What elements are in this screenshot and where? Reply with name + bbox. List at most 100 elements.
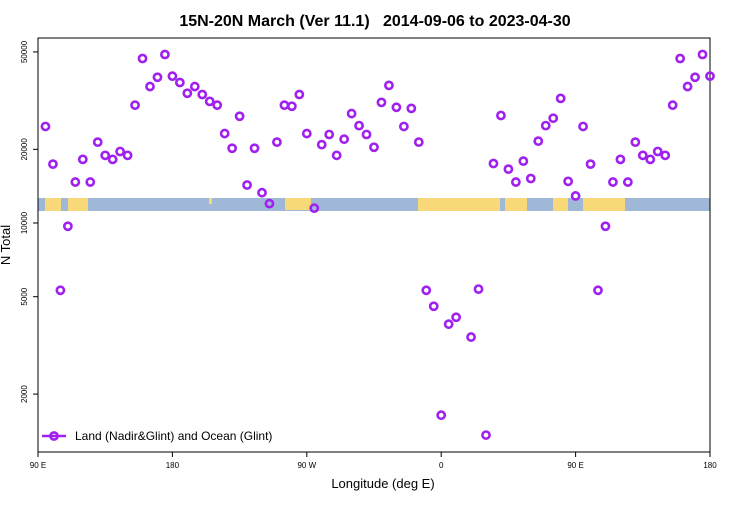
point bbox=[398, 121, 409, 132]
point bbox=[264, 198, 275, 209]
point bbox=[667, 100, 678, 111]
point bbox=[242, 180, 252, 190]
point bbox=[77, 154, 88, 165]
point bbox=[555, 93, 566, 104]
x-tick-label: 90 E bbox=[567, 461, 583, 470]
point bbox=[652, 146, 663, 157]
x-tick-label: 90 E bbox=[30, 461, 46, 470]
point bbox=[160, 49, 170, 60]
point bbox=[622, 177, 633, 187]
point bbox=[466, 332, 476, 342]
point bbox=[189, 81, 200, 92]
point bbox=[384, 80, 394, 91]
point bbox=[339, 134, 350, 145]
chart-title: 15N-20N March (Ver 11.1) 2014-09-06 to 2… bbox=[179, 13, 570, 30]
point bbox=[682, 81, 693, 92]
x-axis-label: Longitude (deg E) bbox=[331, 476, 434, 491]
point bbox=[182, 88, 193, 99]
point bbox=[346, 108, 357, 119]
point bbox=[55, 285, 66, 296]
point bbox=[578, 121, 588, 132]
point bbox=[585, 159, 596, 170]
point bbox=[563, 176, 574, 187]
point bbox=[286, 101, 297, 112]
point bbox=[518, 156, 529, 167]
point bbox=[130, 100, 140, 111]
x-tick-label: 0 bbox=[439, 461, 444, 470]
x-tick-label: 180 bbox=[703, 461, 717, 470]
y-tick-label: 5000 bbox=[20, 287, 29, 305]
y-tick-label: 20000 bbox=[20, 138, 29, 161]
point bbox=[548, 113, 559, 124]
point bbox=[219, 128, 230, 139]
point bbox=[40, 121, 51, 132]
point bbox=[406, 103, 417, 114]
y-tick-label: 2000 bbox=[20, 385, 29, 403]
point bbox=[62, 221, 73, 232]
point bbox=[376, 97, 387, 108]
point bbox=[100, 150, 111, 161]
point bbox=[645, 154, 656, 165]
map-strip bbox=[38, 198, 710, 211]
point bbox=[496, 110, 506, 121]
legend-label: Land (Nadir&Glint) and Ocean (Glint) bbox=[75, 429, 272, 443]
point bbox=[413, 137, 424, 148]
point bbox=[122, 150, 133, 161]
point bbox=[503, 164, 514, 175]
point bbox=[488, 158, 499, 169]
y-tick-label: 50000 bbox=[20, 40, 29, 63]
point bbox=[630, 137, 641, 148]
point bbox=[533, 136, 544, 147]
point bbox=[660, 150, 671, 161]
point bbox=[473, 284, 484, 295]
point bbox=[316, 139, 327, 150]
x-tick-label: 180 bbox=[166, 461, 180, 470]
point bbox=[249, 143, 260, 154]
point bbox=[369, 142, 379, 153]
y-tick-label: 10000 bbox=[20, 211, 29, 234]
point bbox=[197, 89, 208, 100]
point bbox=[115, 146, 126, 157]
point bbox=[697, 49, 708, 60]
point bbox=[92, 137, 103, 148]
point bbox=[421, 285, 432, 296]
point bbox=[593, 285, 603, 296]
point bbox=[540, 120, 551, 131]
point bbox=[107, 154, 118, 165]
point bbox=[637, 150, 648, 161]
point bbox=[301, 128, 312, 139]
point bbox=[443, 319, 454, 330]
point bbox=[257, 187, 267, 198]
point bbox=[152, 72, 163, 83]
point bbox=[600, 221, 611, 232]
point bbox=[85, 177, 96, 187]
point bbox=[481, 430, 491, 440]
point bbox=[608, 177, 618, 187]
point bbox=[331, 150, 342, 161]
point bbox=[48, 159, 58, 170]
point bbox=[615, 154, 626, 165]
point bbox=[705, 71, 715, 82]
point bbox=[279, 100, 290, 111]
point bbox=[324, 129, 335, 140]
legend-marker bbox=[49, 431, 59, 441]
point bbox=[510, 177, 521, 187]
point bbox=[294, 89, 305, 100]
point bbox=[570, 191, 581, 201]
point bbox=[428, 301, 439, 312]
point bbox=[309, 203, 320, 214]
point bbox=[525, 173, 536, 184]
point bbox=[361, 129, 372, 140]
point bbox=[204, 96, 215, 107]
plot-frame bbox=[37, 37, 711, 453]
point bbox=[137, 53, 148, 64]
point bbox=[354, 120, 364, 131]
point bbox=[167, 71, 178, 82]
x-tick-label: 90 W bbox=[297, 461, 316, 470]
point bbox=[234, 111, 245, 122]
point bbox=[227, 143, 238, 154]
y-axis-label: N Total bbox=[0, 225, 13, 265]
point bbox=[451, 312, 462, 323]
point bbox=[436, 410, 447, 421]
